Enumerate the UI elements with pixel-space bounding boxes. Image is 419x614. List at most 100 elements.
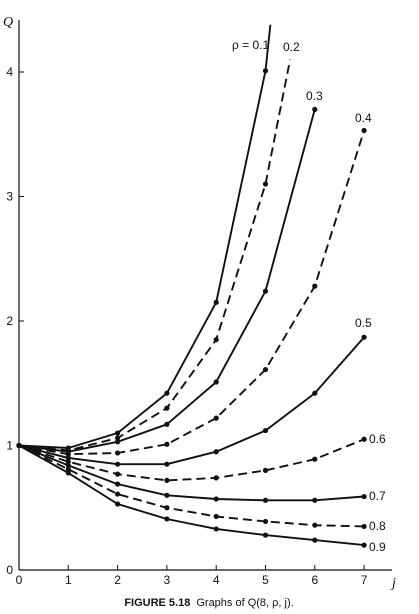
x-tick-label: 4 xyxy=(213,573,220,587)
series-label: 0.4 xyxy=(355,111,372,125)
data-point xyxy=(115,501,121,507)
data-point xyxy=(213,337,219,343)
data-point xyxy=(213,513,219,520)
data-point xyxy=(361,127,367,134)
series-line xyxy=(18,444,365,547)
series-label: 0.6 xyxy=(369,432,386,446)
data-point xyxy=(115,491,121,497)
series-0-2: 0.2 xyxy=(16,40,300,454)
data-point xyxy=(262,467,269,473)
data-point xyxy=(213,415,219,421)
data-point xyxy=(312,537,318,543)
data-point xyxy=(115,450,121,456)
data-point xyxy=(164,405,170,411)
data-point xyxy=(213,449,219,455)
data-point xyxy=(312,283,318,289)
data-point xyxy=(262,181,269,187)
data-point xyxy=(312,522,318,528)
data-point xyxy=(213,475,219,481)
data-point xyxy=(262,518,269,525)
data-point xyxy=(164,390,170,396)
series-0-9: 0.9 xyxy=(16,442,386,554)
data-point xyxy=(164,477,170,483)
series-line xyxy=(18,336,365,466)
data-point xyxy=(262,68,269,74)
data-point xyxy=(213,496,219,502)
series-group: ρ = 0.1 0.2 0.3 0.4 0.5 0.6 0.7 0.8 0.9 xyxy=(16,24,386,554)
tick-group: 0 1 2 3 4 5 6 7 0 1 2 3 4 xyxy=(6,65,367,587)
series-0-6: 0.6 xyxy=(16,432,386,483)
figure-caption: FIGURE 5.18 Graphs of Q(8, ρ, j). xyxy=(124,597,293,609)
x-tick-label: 7 xyxy=(361,573,368,587)
series-line xyxy=(18,444,365,502)
x-tick-label: 2 xyxy=(114,573,121,587)
data-point xyxy=(312,456,318,462)
data-point xyxy=(262,288,269,294)
data-point xyxy=(16,442,22,449)
x-tick-label: 5 xyxy=(262,573,269,587)
series-0-5: 0.5 xyxy=(16,316,372,467)
data-point xyxy=(65,466,71,472)
series-line xyxy=(18,444,365,528)
y-tick-label: 2 xyxy=(6,314,13,328)
x-tick-label: 6 xyxy=(311,573,318,587)
data-point xyxy=(262,497,269,503)
data-point xyxy=(164,505,170,511)
data-point xyxy=(361,334,367,340)
data-point xyxy=(65,459,71,465)
series-label: 0.9 xyxy=(369,540,386,554)
data-point xyxy=(262,366,269,373)
data-point xyxy=(312,390,318,396)
data-point xyxy=(164,441,170,447)
figure-caption-text: Graphs of Q(8, ρ, j). xyxy=(196,597,293,609)
series-line xyxy=(18,438,365,482)
series-label: 0.8 xyxy=(369,519,386,533)
x-axis-label: j xyxy=(390,576,396,591)
data-point xyxy=(164,492,170,498)
series-label: 0.5 xyxy=(355,316,372,330)
data-point xyxy=(312,497,318,503)
data-point xyxy=(361,542,367,548)
data-point xyxy=(213,379,219,385)
data-point xyxy=(213,526,219,532)
data-point xyxy=(115,430,121,436)
data-point xyxy=(115,471,121,477)
data-point xyxy=(115,481,121,487)
data-point xyxy=(164,421,170,427)
series-label: 0.3 xyxy=(306,89,323,103)
data-point xyxy=(65,451,71,457)
y-tick-label: 3 xyxy=(6,190,13,204)
series-0-3: 0.3 xyxy=(16,89,323,455)
y-tick-label: 1 xyxy=(6,439,13,453)
y-tick-label: 0 xyxy=(6,563,13,577)
data-point xyxy=(361,436,367,442)
figure-number: FIGURE 5.18 xyxy=(124,597,190,609)
data-point xyxy=(361,523,367,530)
data-point xyxy=(312,106,318,112)
data-point xyxy=(115,461,121,467)
y-axis-label: Q xyxy=(3,15,13,30)
data-point xyxy=(115,439,121,445)
series-0-4: 0.4 xyxy=(16,111,372,457)
data-point xyxy=(164,461,170,467)
series-label: ρ = 0.1 xyxy=(232,38,270,52)
data-point xyxy=(262,427,269,434)
y-tick-label: 4 xyxy=(6,65,13,79)
series-0-1: ρ = 0.1 xyxy=(16,24,272,451)
x-tick-label: 0 xyxy=(16,573,23,587)
data-point xyxy=(164,516,170,522)
series-line xyxy=(18,130,366,456)
series-label: 0.7 xyxy=(369,489,386,503)
data-point xyxy=(262,532,269,538)
series-line xyxy=(18,59,292,452)
data-point xyxy=(65,470,71,476)
x-tick-label: 3 xyxy=(164,573,171,587)
series-0-8: 0.8 xyxy=(16,442,386,533)
series-label: 0.2 xyxy=(283,40,300,54)
data-point xyxy=(65,455,71,461)
series-line xyxy=(18,24,272,449)
data-point xyxy=(115,435,121,441)
x-tick-label: 1 xyxy=(65,573,72,587)
data-point xyxy=(65,462,71,469)
